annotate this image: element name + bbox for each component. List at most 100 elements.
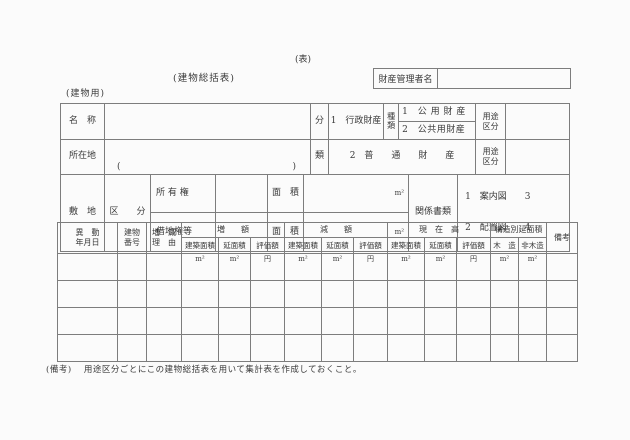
ledger-cell [250, 280, 285, 308]
property-manager-value [438, 69, 570, 88]
name-label: 名 称 [60, 103, 105, 140]
group-header-current: 現 在 高 [386, 222, 492, 238]
ledger-cell [387, 307, 425, 335]
ledger-cell [424, 307, 457, 335]
group-header-increase: 増 額 [181, 222, 285, 238]
unit-cell: m² [518, 253, 548, 281]
ledger-cell [321, 280, 354, 308]
usage-division-label-2: 用途 区分 [475, 139, 507, 175]
admin-property-option: 1 行政財産 [328, 103, 385, 140]
ledger-cell [284, 280, 322, 308]
unit-cell-empty [146, 253, 182, 281]
ownership-label: 所 有 権 [150, 173, 216, 214]
col-header-non-wooden: 非木造 [518, 237, 548, 254]
col-header-cur-valuation: 評価額 [455, 237, 492, 254]
property-manager-box: 財産管理者名 [373, 68, 571, 89]
ownership-area-label: 面 積 [267, 173, 304, 214]
ledger-cell [353, 307, 388, 335]
building-use-label: (建物用) [66, 89, 106, 99]
col-header-inc-floor-area: 延面積 [218, 237, 251, 254]
location-label: 所在地 [60, 139, 105, 175]
name-value [103, 103, 312, 140]
ledger-cell [387, 280, 425, 308]
classification-bottom-label: 類 [310, 139, 330, 175]
group-header-decrease: 減 額 [284, 222, 388, 238]
col-header-change-reason: 増 減 理 由 [146, 222, 182, 254]
unit-cell-empty [546, 253, 579, 281]
unit-cell: m² [284, 253, 322, 281]
ledger-empty-row [57, 307, 579, 335]
ledger-cell [490, 307, 520, 335]
usage-division-value-1 [505, 103, 571, 140]
col-header-inc-valuation: 評価額 [250, 237, 285, 254]
unit-cell: m² [218, 253, 251, 281]
ledger-empty-row [57, 280, 579, 308]
ledger-cell [218, 307, 251, 335]
unit-cell: 円 [250, 253, 285, 281]
ledger-cell [518, 334, 548, 362]
footnote: (備考) 用途区分ごとにこの建物総括表を用いて集計表を作成しておくこと。 [46, 365, 362, 375]
corner-label: (表) [294, 55, 312, 65]
col-header-dec-floor-area: 延面積 [321, 237, 354, 254]
location-value: ( ) [103, 139, 312, 175]
kind-option-public-use: 1 公 用 財 産 [398, 103, 477, 122]
page-title: (建物総括表) [173, 73, 235, 84]
kind-option-public-common: 2 公共用財産 [398, 121, 477, 140]
ledger-cell [181, 334, 219, 362]
unit-cell: m² [387, 253, 425, 281]
ledger-cell [387, 334, 425, 362]
ledger-cell [353, 280, 388, 308]
ownership-area-unit: m² [302, 173, 410, 214]
ledger-cell [284, 334, 322, 362]
ledger-cell [181, 280, 219, 308]
ledger-cell [117, 307, 147, 335]
col-header-dec-building-area: 建築面積 [284, 237, 322, 254]
ledger-cell [117, 334, 147, 362]
ledger-cell [218, 280, 251, 308]
ledger-cell [490, 334, 520, 362]
location-paren-open: ( [117, 161, 121, 172]
col-header-cur-building-area: 建築面積 [387, 237, 425, 254]
unit-cell: m² [424, 253, 457, 281]
ledger-cell [250, 334, 285, 362]
usage-division-value-2 [505, 139, 571, 175]
col-header-remarks: 備考 [546, 222, 579, 254]
ledger-cell [546, 334, 579, 362]
classification-top-label: 分 [310, 103, 330, 140]
ledger-cell [146, 307, 182, 335]
unit-cell-empty [57, 253, 118, 281]
col-header-change-date: 異 動 年月日 [57, 222, 118, 254]
ledger-cell [546, 280, 579, 308]
ledger-empty-row [57, 334, 579, 362]
ordinary-property-option: 2 普 通 財 産 [328, 139, 477, 175]
ledger-cell [250, 307, 285, 335]
location-paren-close: ) [292, 161, 297, 172]
ledger-cell [321, 334, 354, 362]
ledger-cell [218, 334, 251, 362]
ledger-cell [57, 334, 118, 362]
usage-division-label-1: 用途 区分 [475, 103, 507, 140]
ledger-cell [518, 280, 548, 308]
ledger-cell [518, 307, 548, 335]
kind-label: 種 類 [383, 103, 400, 140]
ledger-cell [546, 307, 579, 335]
unit-cell: 円 [455, 253, 492, 281]
ledger-cell [455, 334, 492, 362]
col-header-cur-floor-area: 延面積 [424, 237, 457, 254]
property-manager-label: 財産管理者名 [374, 69, 438, 88]
ledger-cell [424, 334, 457, 362]
ledger-cell [424, 280, 457, 308]
unit-cell: m² [181, 253, 219, 281]
related-documents-item-1: 1 案内図 3 [465, 192, 531, 203]
unit-cell: m² [321, 253, 354, 281]
ownership-value [215, 173, 268, 214]
col-header-dec-valuation: 評価額 [353, 237, 388, 254]
ledger-cell [455, 280, 492, 308]
ledger-cell [57, 280, 118, 308]
unit-cell-empty [117, 253, 147, 281]
building-ledger-table: 異 動 年月日 建物 番号 増 減 理 由 増 額 減 額 現 在 高 構造別延… [57, 222, 579, 362]
ledger-cell [57, 307, 118, 335]
ledger-cell [353, 334, 388, 362]
ledger-cell [146, 334, 182, 362]
